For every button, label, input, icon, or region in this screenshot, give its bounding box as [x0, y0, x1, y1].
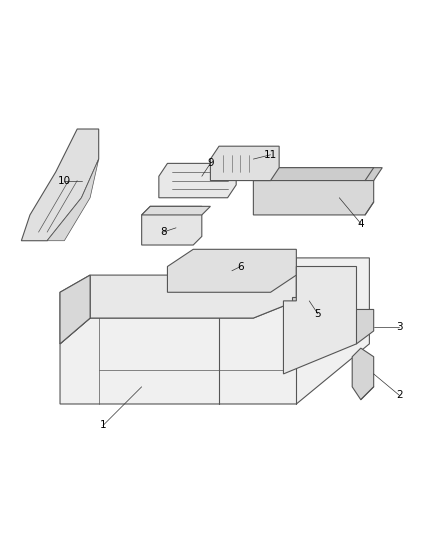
Polygon shape: [283, 266, 357, 374]
Polygon shape: [210, 146, 279, 181]
Polygon shape: [352, 348, 374, 400]
Polygon shape: [348, 310, 374, 344]
Text: 10: 10: [58, 175, 71, 185]
Polygon shape: [60, 258, 369, 404]
Text: 6: 6: [237, 262, 244, 271]
Polygon shape: [141, 206, 210, 215]
Text: 3: 3: [396, 321, 403, 332]
Text: 2: 2: [396, 390, 403, 400]
Text: 8: 8: [160, 227, 166, 237]
Polygon shape: [47, 159, 99, 241]
Text: 11: 11: [264, 150, 277, 160]
Text: 1: 1: [100, 421, 106, 431]
Polygon shape: [60, 275, 90, 344]
Polygon shape: [292, 296, 314, 310]
Polygon shape: [21, 129, 99, 241]
Text: 9: 9: [207, 158, 214, 168]
Text: 4: 4: [357, 219, 364, 229]
Polygon shape: [253, 168, 382, 181]
Polygon shape: [159, 164, 236, 198]
Polygon shape: [253, 168, 374, 215]
Text: 5: 5: [314, 309, 321, 319]
Polygon shape: [60, 258, 297, 344]
Polygon shape: [141, 206, 202, 245]
Polygon shape: [167, 249, 297, 292]
